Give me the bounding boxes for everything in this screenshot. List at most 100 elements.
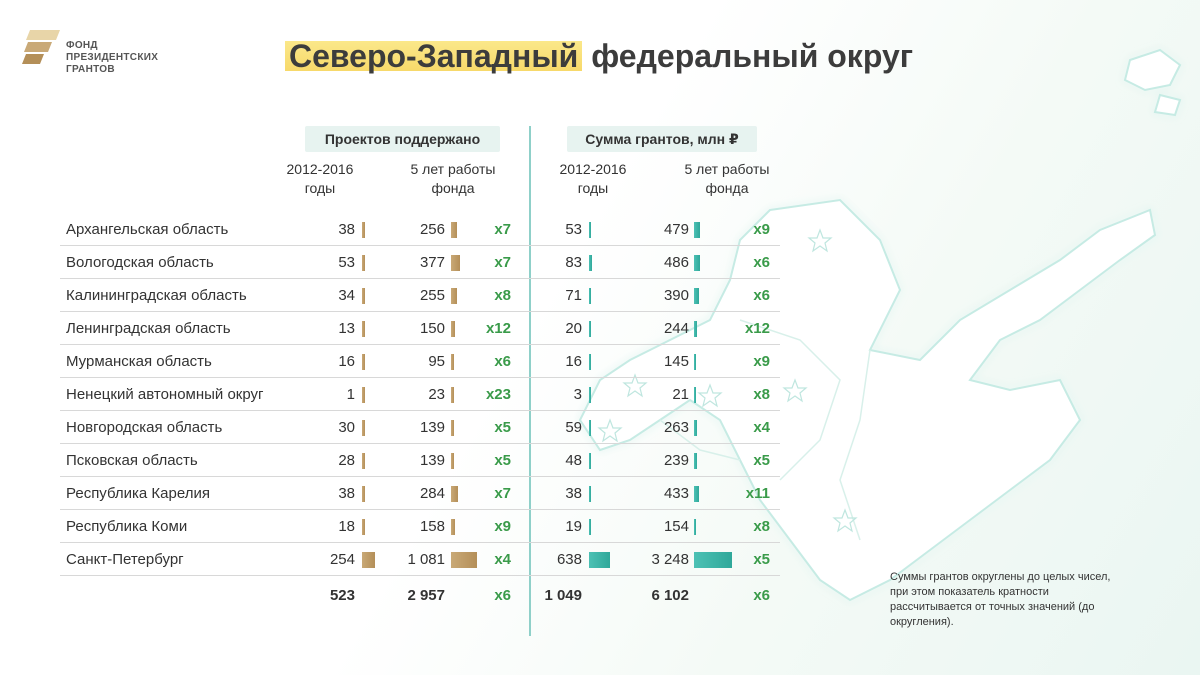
grants-2012-bar <box>589 354 591 370</box>
table-row: Псковская область 28 139 x5 48 239 x5 <box>60 444 780 477</box>
grants-5y-bar <box>694 288 699 304</box>
projects-5y-bar <box>451 255 461 271</box>
grants-2012-total: 1 049 <box>544 587 582 604</box>
region-name: Ленинградская область <box>66 320 231 337</box>
projects-multiplier: x5 <box>494 452 511 469</box>
grants-multiplier: x5 <box>753 551 770 568</box>
data-table: Архангельская область 38 256 x7 53 479 x9 Волог… <box>60 213 780 616</box>
projects-5y-bar <box>451 420 455 436</box>
projects-2012-bar <box>362 255 365 271</box>
logo: ФОНД ПРЕЗИДЕНТСКИХ ГРАНТОВ <box>22 26 182 76</box>
projects-2012-total: 523 <box>329 587 355 604</box>
projects-2012-bar <box>362 321 365 337</box>
projects-2012-bar <box>362 486 365 502</box>
projects-multiplier: x23 <box>485 386 511 403</box>
grants-5y-value: 21 <box>672 386 689 403</box>
projects-multiplier: x7 <box>494 254 511 271</box>
projects-5y-total: 2 957 <box>407 587 445 604</box>
grants-2012-value: 53 <box>565 221 582 238</box>
grants-5y-bar <box>694 552 732 568</box>
projects-multiplier: x5 <box>494 419 511 436</box>
grants-5y-bar <box>694 321 697 337</box>
grants-2012-value: 20 <box>565 320 582 337</box>
projects-2012-value: 16 <box>338 353 355 370</box>
grants-2012-value: 16 <box>565 353 582 370</box>
grants-5y-value: 244 <box>663 320 689 337</box>
projects-2012-value: 13 <box>338 320 355 337</box>
projects-5y-value: 23 <box>428 386 445 403</box>
grants-5y-bar <box>694 354 696 370</box>
col-projects-5y: 5 лет работы фонда <box>410 161 496 196</box>
grants-5y-total: 6 102 <box>651 587 689 604</box>
projects-5y-bar <box>451 387 454 403</box>
projects-2012-bar <box>362 288 365 304</box>
projects-2012-value: 53 <box>338 254 355 271</box>
grants-5y-value: 239 <box>663 452 689 469</box>
col-grants-5y: 5 лет работы фонда <box>684 161 770 196</box>
grants-5y-bar <box>694 519 696 535</box>
grants-2012-bar <box>589 486 591 502</box>
projects-5y-bar <box>451 486 458 502</box>
projects-multiplier: x6 <box>494 353 511 370</box>
projects-2012-bar <box>362 519 365 535</box>
projects-2012-bar <box>362 420 365 436</box>
region-name: Калининградская область <box>66 287 247 304</box>
table-row: Санкт-Петербург 254 1 081 x4 638 3 248 x5 <box>60 543 780 576</box>
projects-2012-bar <box>362 453 365 469</box>
grants-5y-value: 390 <box>663 287 689 304</box>
region-name: Мурманская область <box>66 353 212 370</box>
projects-multiplier: x7 <box>494 485 511 502</box>
col-grants-2012: 2012-2016 годы <box>559 161 627 196</box>
title-rest: федеральный округ <box>591 38 914 74</box>
grants-2012-bar <box>589 519 591 535</box>
region-name: Ненецкий автономный округ <box>66 386 264 403</box>
grants-5y-value: 263 <box>663 419 689 436</box>
column-divider <box>529 126 531 636</box>
grants-multiplier: x6 <box>753 254 770 271</box>
table-row: Архангельская область 38 256 x7 53 479 x9 <box>60 213 780 246</box>
grants-2012-bar <box>589 321 591 337</box>
grants-5y-value: 479 <box>663 221 689 238</box>
projects-group-header: Проектов поддержано <box>305 126 500 152</box>
grants-2012-bar <box>589 255 592 271</box>
grants-5y-bar <box>694 387 696 403</box>
table-row: Вологодская область 53 377 x7 83 486 x6 <box>60 246 780 279</box>
grants-multiplier: x4 <box>753 419 770 436</box>
grants-multiplier: x11 <box>745 485 770 502</box>
grants-5y-value: 3 248 <box>651 551 689 568</box>
grants-multiplier: x6 <box>753 287 770 304</box>
projects-5y-bar <box>451 321 455 337</box>
projects-5y-bar <box>451 222 458 238</box>
table-row: Мурманская область 16 95 x6 16 145 x9 <box>60 345 780 378</box>
projects-2012-bar <box>362 552 375 568</box>
projects-2012-value: 38 <box>338 221 355 238</box>
footnote: Суммы грантов округлены до целых чисел, … <box>890 571 1111 628</box>
logo-text: ФОНД ПРЕЗИДЕНТСКИХ ГРАНТОВ <box>66 40 159 75</box>
projects-5y-value: 139 <box>419 452 445 469</box>
grants-2012-bar <box>589 387 591 403</box>
grants-2012-bar <box>589 420 591 436</box>
page-title: Северо-Западный федеральный округ <box>285 38 913 75</box>
grants-2012-bar <box>589 552 610 568</box>
grants-2012-value: 3 <box>573 386 582 403</box>
grants-2012-value: 38 <box>565 485 582 502</box>
grants-group-header: Сумма грантов, млн ₽ <box>567 126 757 152</box>
projects-5y-value: 284 <box>419 485 445 502</box>
grants-5y-bar <box>694 420 698 436</box>
projects-2012-value: 38 <box>338 485 355 502</box>
projects-multiplier: x7 <box>494 221 511 238</box>
projects-5y-bar <box>451 519 455 535</box>
grants-5y-value: 486 <box>663 254 689 271</box>
grants-5y-bar <box>694 255 700 271</box>
projects-5y-value: 255 <box>419 287 445 304</box>
grants-multiplier: x8 <box>753 518 770 535</box>
projects-2012-value: 18 <box>338 518 355 535</box>
region-name: Новгородская область <box>66 419 223 436</box>
projects-2012-bar <box>362 387 365 403</box>
projects-5y-bar <box>451 552 477 568</box>
table-row: Новгородская область 30 139 x5 59 263 x4 <box>60 411 780 444</box>
grants-2012-value: 83 <box>565 254 582 271</box>
table-row: Республика Карелия 38 284 x7 38 433 x11 <box>60 477 780 510</box>
grants-2012-bar <box>589 288 592 304</box>
logo-mark-icon <box>22 30 60 64</box>
